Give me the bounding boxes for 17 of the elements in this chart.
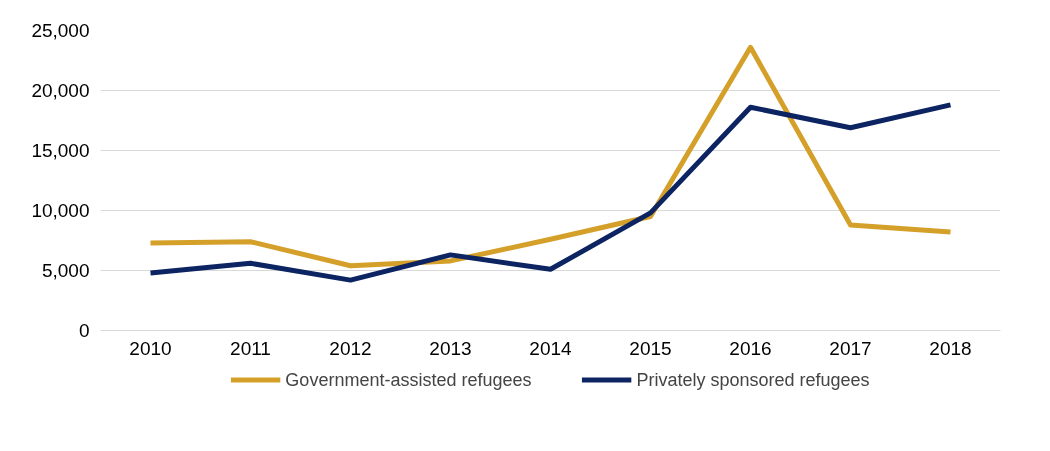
legend-label: Government-assisted refugees bbox=[285, 369, 532, 390]
x-tick-label: 2012 bbox=[329, 337, 372, 359]
y-tick-label: 0 bbox=[78, 320, 90, 341]
legend-label: Privately sponsored refugees bbox=[636, 369, 870, 390]
x-tick-label: 2016 bbox=[729, 337, 772, 359]
x-tick-label: 2014 bbox=[529, 337, 573, 359]
y-tick-label: 20,000 bbox=[31, 80, 90, 101]
y-tick-label: 25,000 bbox=[31, 20, 90, 41]
y-tick-label: 5,000 bbox=[41, 260, 90, 281]
x-tick-label: 2017 bbox=[829, 337, 872, 359]
x-tick-label: 2011 bbox=[230, 337, 271, 359]
y-tick-label: 15,000 bbox=[31, 140, 90, 161]
x-tick-label: 2010 bbox=[129, 337, 172, 359]
x-tick-label: 2015 bbox=[629, 337, 672, 359]
x-tick-label: 2013 bbox=[429, 337, 472, 359]
y-tick-label: 10,000 bbox=[31, 200, 90, 221]
x-tick-label: 2018 bbox=[929, 337, 972, 359]
